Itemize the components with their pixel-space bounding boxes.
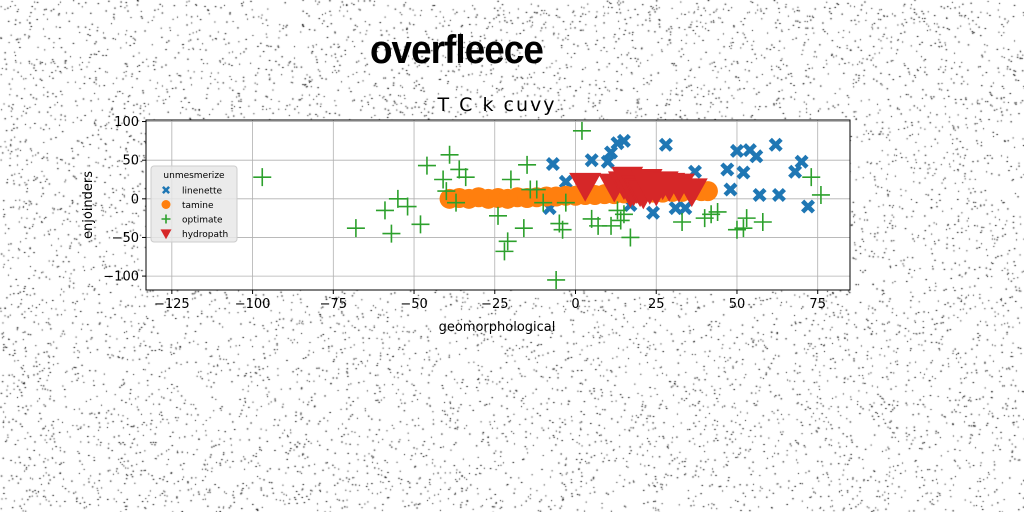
x-axis-label: geomorphological: [439, 320, 556, 335]
y-tick-label: −100: [103, 270, 139, 285]
plot-frame: [145, 119, 851, 291]
x-axis-ticks: −125 −100 −75 −50 −25 0 25 50 75: [154, 290, 826, 312]
y-tick-label: 0: [131, 192, 139, 207]
linenette-point: [752, 188, 767, 202]
linenette-point: [736, 165, 751, 180]
optimate-point: [602, 216, 621, 235]
x-tick-label: 50: [729, 297, 746, 312]
linenette-point: [616, 133, 631, 148]
optimate-point: [253, 168, 272, 187]
optimate-point: [417, 156, 436, 175]
optimate-point: [437, 182, 456, 201]
legend-marker-optimate: [161, 214, 171, 224]
linenette-point: [749, 149, 764, 164]
optimate-point: [514, 219, 533, 238]
optimate-point: [495, 242, 514, 261]
legend-marker-hydropath: [160, 229, 172, 240]
x-tick-label: −25: [481, 297, 508, 312]
linenette-point: [772, 188, 786, 202]
linenette-point: [730, 143, 744, 158]
legend-box: [150, 165, 238, 243]
optimate-point: [411, 215, 430, 234]
legend-label-optimate: optimate: [182, 216, 223, 226]
optimate-point: [440, 145, 459, 164]
hydropath-point: [675, 178, 708, 208]
optimate-point: [556, 193, 575, 212]
x-tick-label: −125: [154, 297, 190, 312]
optimate-point: [534, 193, 553, 212]
data-marks: [253, 121, 830, 289]
optimate-point: [388, 189, 407, 208]
y-tick-label: 50: [122, 154, 139, 169]
x-tick-label: 0: [571, 297, 579, 312]
linenette-point: [646, 205, 660, 220]
optimate-point: [434, 170, 453, 189]
optimate-point: [708, 202, 727, 221]
optimate-point: [518, 155, 537, 174]
linenette-point: [545, 157, 560, 171]
legend-marker-linenette: [162, 186, 170, 194]
linenette-point: [678, 201, 693, 216]
y-tick-label: −50: [112, 231, 139, 246]
optimate-point: [346, 219, 365, 238]
legend-label-linenette: linenette: [182, 187, 223, 197]
y-axis-ticks: −100 −50 0 50 100: [103, 115, 146, 285]
optimate-point: [375, 201, 394, 220]
linenette-point: [600, 154, 615, 169]
x-tick-label: −50: [400, 297, 427, 312]
optimate-point: [447, 193, 466, 212]
y-axis-label: enjoinders: [81, 171, 96, 239]
optimate-point: [498, 232, 517, 251]
optimate-point: [811, 185, 830, 204]
linenette-point: [801, 199, 815, 214]
series-hydropath: [569, 166, 708, 210]
optimate-point: [489, 206, 507, 225]
optimate-point: [501, 170, 520, 189]
linenette-point: [558, 174, 573, 189]
legend-items: linenette tamine optimate hydropath: [160, 186, 228, 240]
optimate-point: [572, 121, 591, 140]
optimate-point: [547, 270, 566, 289]
y-tick-label: 100: [114, 115, 139, 130]
x-tick-label: −100: [235, 297, 271, 312]
series-optimate: [253, 121, 830, 289]
optimate-point: [456, 168, 475, 187]
hydropath-point: [569, 172, 602, 202]
optimate-point: [398, 197, 417, 216]
legend-label-tamine: tamine: [182, 201, 214, 211]
linenette-point: [768, 137, 783, 152]
linenette-point: [723, 182, 738, 197]
x-tick-label: 25: [648, 297, 665, 312]
optimate-point: [553, 220, 572, 239]
legend-label-hydropath: hydropath: [182, 230, 228, 240]
chart-title: T C k cuvy: [437, 94, 557, 116]
linenette-point: [794, 154, 809, 169]
optimate-point: [621, 228, 640, 247]
optimate-point: [802, 168, 821, 187]
optimate-point: [673, 213, 692, 231]
linenette-point: [584, 153, 599, 168]
optimate-point: [527, 180, 546, 199]
legend-marker-tamine: [161, 200, 171, 209]
optimate-point: [737, 209, 756, 228]
optimate-point: [734, 219, 753, 238]
linenette-point: [788, 164, 803, 179]
optimate-point: [614, 205, 633, 224]
legend-title: unmesmerize: [163, 171, 225, 181]
legend: unmesmerize linenette tamine optimate hydro…: [150, 165, 238, 243]
x-tick-label: 75: [809, 297, 826, 312]
page-title: overfleece: [370, 28, 544, 72]
linenette-point: [658, 137, 673, 152]
optimate-point: [382, 224, 401, 243]
x-tick-label: −75: [320, 297, 347, 312]
linenette-point: [720, 162, 735, 177]
optimate-point: [753, 213, 772, 231]
